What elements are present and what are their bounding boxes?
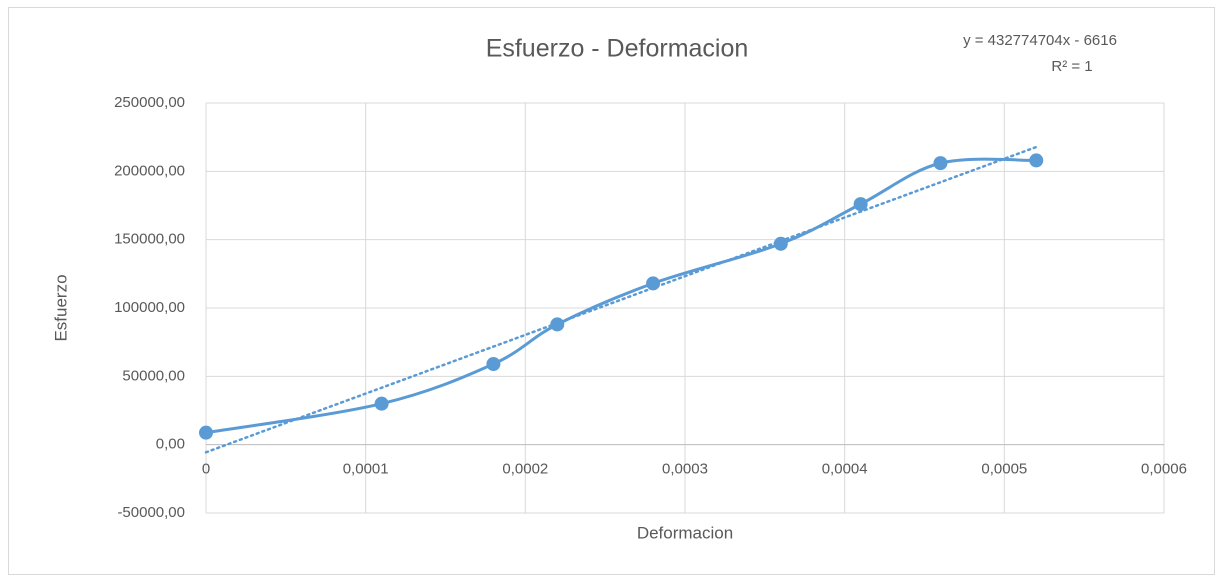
- data-point: [199, 425, 213, 440]
- x-tick-label: 0,0005: [981, 461, 1027, 478]
- y-tick-label: -50000,00: [117, 504, 185, 521]
- chart-title: Esfuerzo - Deformacion: [486, 35, 749, 63]
- y-tick-label: 200000,00: [114, 162, 185, 179]
- data-point: [933, 156, 948, 171]
- data-point: [374, 396, 389, 411]
- x-tick-label: 0,0006: [1141, 461, 1187, 478]
- data-point: [773, 236, 788, 251]
- data-point: [550, 317, 565, 332]
- data-point: [1029, 153, 1044, 168]
- y-tick-label: 50000,00: [122, 367, 185, 384]
- x-tick-label: 0,0003: [662, 461, 708, 478]
- data-point: [486, 357, 501, 372]
- trendline: [204, 145, 1038, 454]
- data-point: [646, 276, 661, 291]
- x-tick-label: 0,0004: [822, 461, 868, 478]
- x-axis-title: Deformacion: [637, 523, 733, 542]
- trend-equation: y = 432774704x - 6616: [963, 32, 1117, 49]
- y-axis-title: Esfuerzo: [51, 274, 70, 341]
- y-tick-label: 250000,00: [114, 94, 185, 111]
- chart-border: [8, 7, 1215, 575]
- y-tick-label: 0,00: [156, 436, 185, 453]
- y-tick-label: 100000,00: [114, 299, 185, 316]
- x-tick-label: 0: [202, 461, 210, 478]
- y-tick-label: 150000,00: [114, 231, 185, 248]
- trend-r-squared: R² = 1: [1051, 58, 1092, 75]
- x-tick-label: 0,0001: [343, 461, 389, 478]
- data-point: [853, 197, 868, 212]
- x-tick-label: 0,0002: [502, 461, 548, 478]
